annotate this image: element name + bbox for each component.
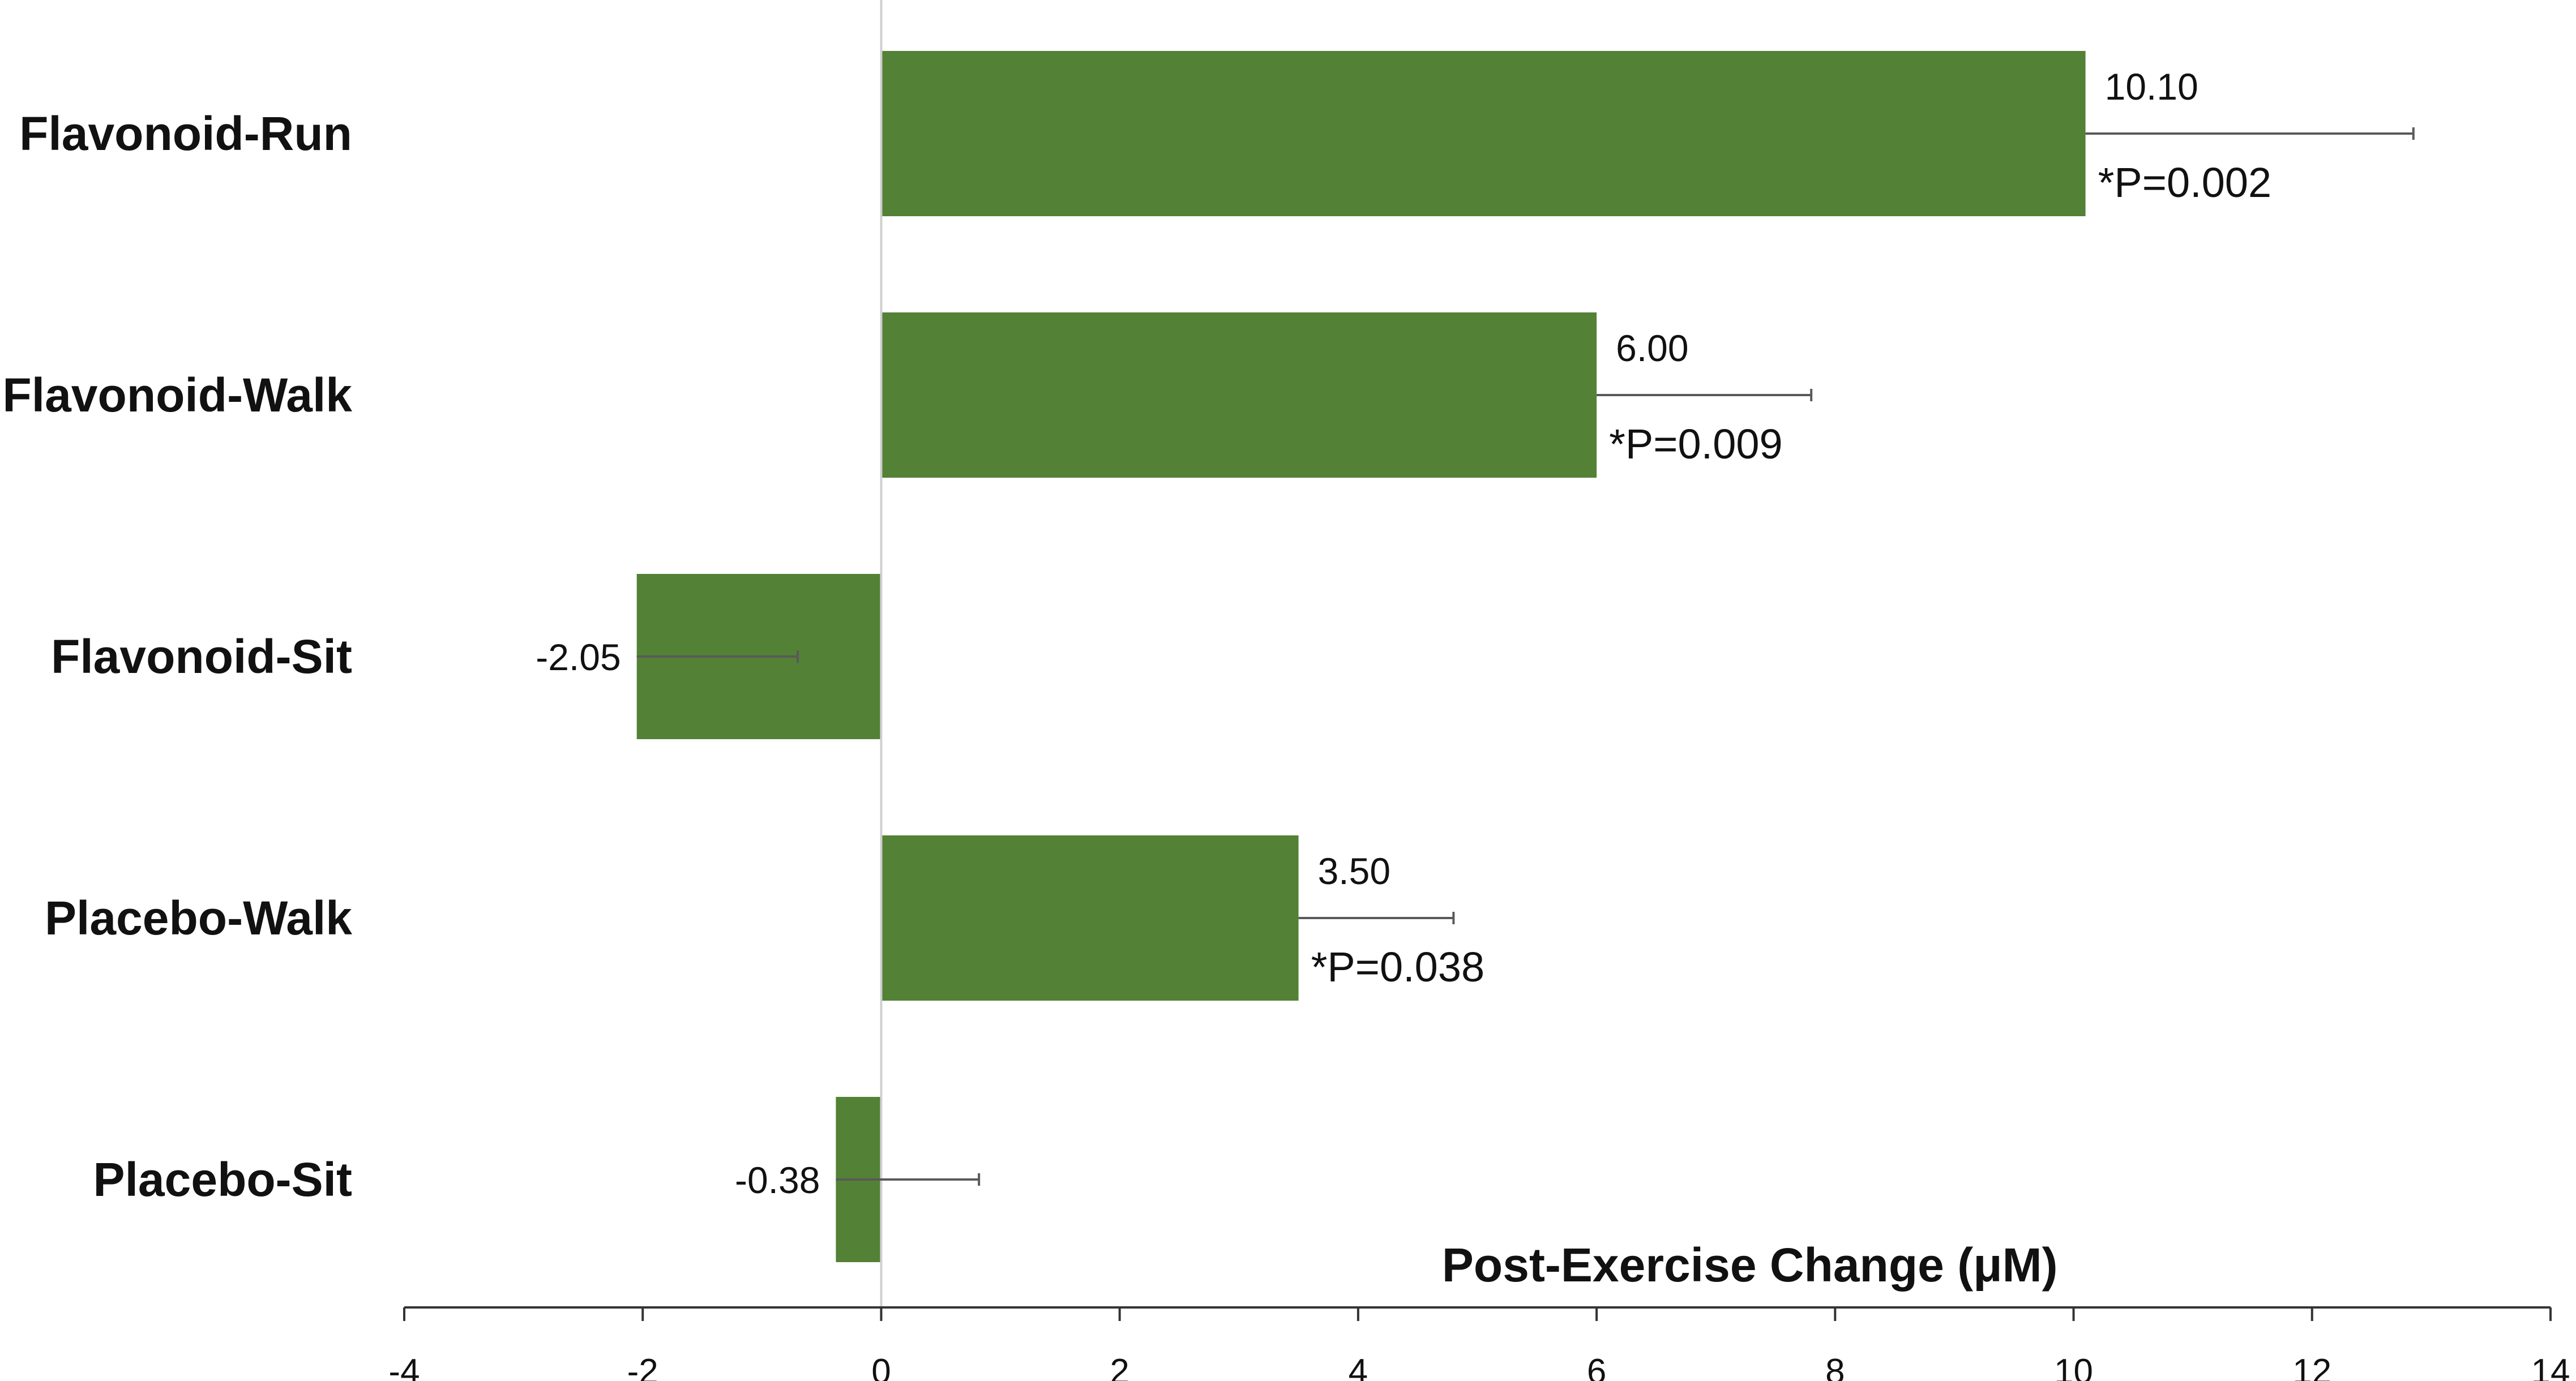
x-tick-label: -2 (627, 1352, 658, 1381)
x-tick-label: 12 (2292, 1352, 2331, 1381)
value-label: 6.00 (1616, 327, 1688, 369)
value-labels: 10.10 6.00 -2.05 3.50 -0.38 (536, 66, 2198, 1201)
bar (881, 51, 2086, 216)
category-label: Placebo-Walk (45, 891, 352, 945)
category-label: Flavonoid-Sit (51, 630, 352, 683)
p-value-label: *P=0.002 (2098, 159, 2272, 206)
x-tick-label: 10 (2054, 1352, 2093, 1381)
bars-group (636, 51, 2086, 1262)
error-bar (836, 1173, 981, 1186)
p-value-label: *P=0.038 (1311, 943, 1485, 990)
x-tick-label: 8 (1825, 1352, 1845, 1381)
error-bar (1597, 389, 1813, 401)
p-value-label: *P=0.009 (1609, 421, 1783, 468)
x-tick-label: 4 (1349, 1352, 1368, 1381)
value-label: -0.38 (735, 1159, 820, 1201)
value-label: 10.10 (2105, 66, 2198, 108)
value-label: -2.05 (536, 636, 621, 678)
category-label: Flavonoid-Run (19, 107, 352, 160)
x-tick-label: 0 (871, 1352, 891, 1381)
bar (881, 312, 1597, 478)
x-tick-label: 14 (2531, 1352, 2570, 1381)
error-bars-group (636, 127, 2415, 1186)
error-bar (1298, 912, 1455, 924)
x-axis-ticks: -4 -2 0 2 4 6 8 10 12 14 (388, 1307, 2570, 1381)
x-axis-title: Post-Exercise Change (μM) (1442, 1238, 2058, 1292)
error-bar (636, 650, 799, 663)
x-tick-label: -4 (388, 1352, 420, 1381)
bar (881, 835, 1299, 1001)
category-label: Placebo-Sit (93, 1153, 352, 1206)
error-bar (2085, 127, 2415, 140)
x-tick-label: 2 (1110, 1352, 1129, 1381)
x-tick-label: 6 (1587, 1352, 1606, 1381)
p-value-annotations: *P=0.002 *P=0.009 *P=0.038 (1311, 159, 2272, 990)
category-label: Flavonoid-Walk (2, 368, 352, 422)
value-label: 3.50 (1318, 850, 1390, 892)
category-labels: Flavonoid-Run Flavonoid-Walk Flavonoid-Sit… (2, 107, 352, 1206)
